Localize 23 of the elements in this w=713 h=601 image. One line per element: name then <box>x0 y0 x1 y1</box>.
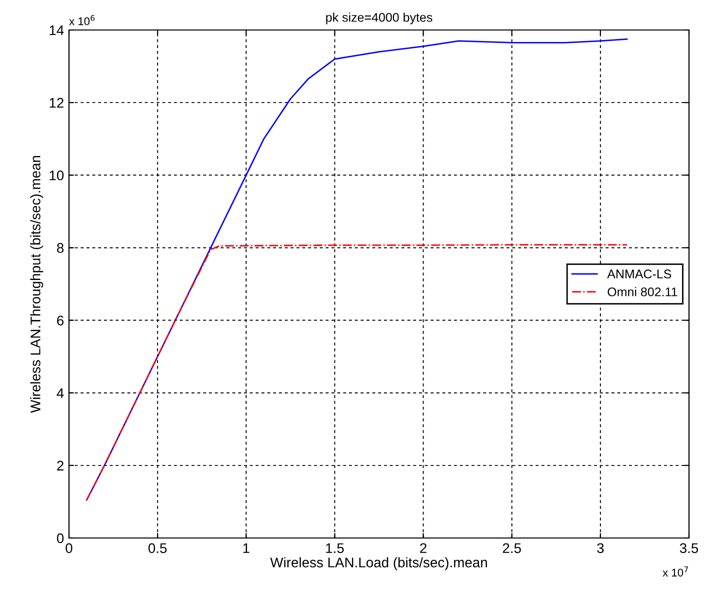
x-tick-label: 1.5 <box>326 543 344 554</box>
text: x 10$^{7}$ <box>662 566 688 577</box>
chart-title: pk size=4000 bytes <box>326 12 432 24</box>
x-tick-label: 2.5 <box>502 543 521 554</box>
text: x 10$^{6}$ <box>69 15 95 26</box>
y-tick-label: 2 <box>57 460 64 470</box>
y-tick-label: 10 <box>50 170 64 180</box>
y-tick-label: 6 <box>57 316 64 326</box>
y-tick-label: 4 <box>56 388 64 398</box>
x-tick-label: 2 <box>420 543 426 553</box>
x-tick-label: 1 <box>243 543 250 553</box>
legend-label: Omni 802.11 <box>608 287 678 296</box>
x-axis-title: Wireless LAN.Load (bits/sec).mean <box>270 557 487 570</box>
y-tick-label: 14 <box>50 25 64 36</box>
y-tick-label: 8 <box>57 243 64 253</box>
x-tick-label: 3.5 <box>680 543 698 554</box>
y-tick-label: 12 <box>50 98 64 108</box>
y-tick-label: 0 <box>56 533 64 544</box>
x-tick-label: 0.5 <box>148 543 167 554</box>
y-axis-title: Wireless LAN.Throughput (bits/sec).mean <box>30 156 44 413</box>
x-tick-label: 0 <box>66 543 72 554</box>
legend-label: ANMAC-LS <box>607 270 672 278</box>
x-tick-label: 3 <box>597 543 604 554</box>
